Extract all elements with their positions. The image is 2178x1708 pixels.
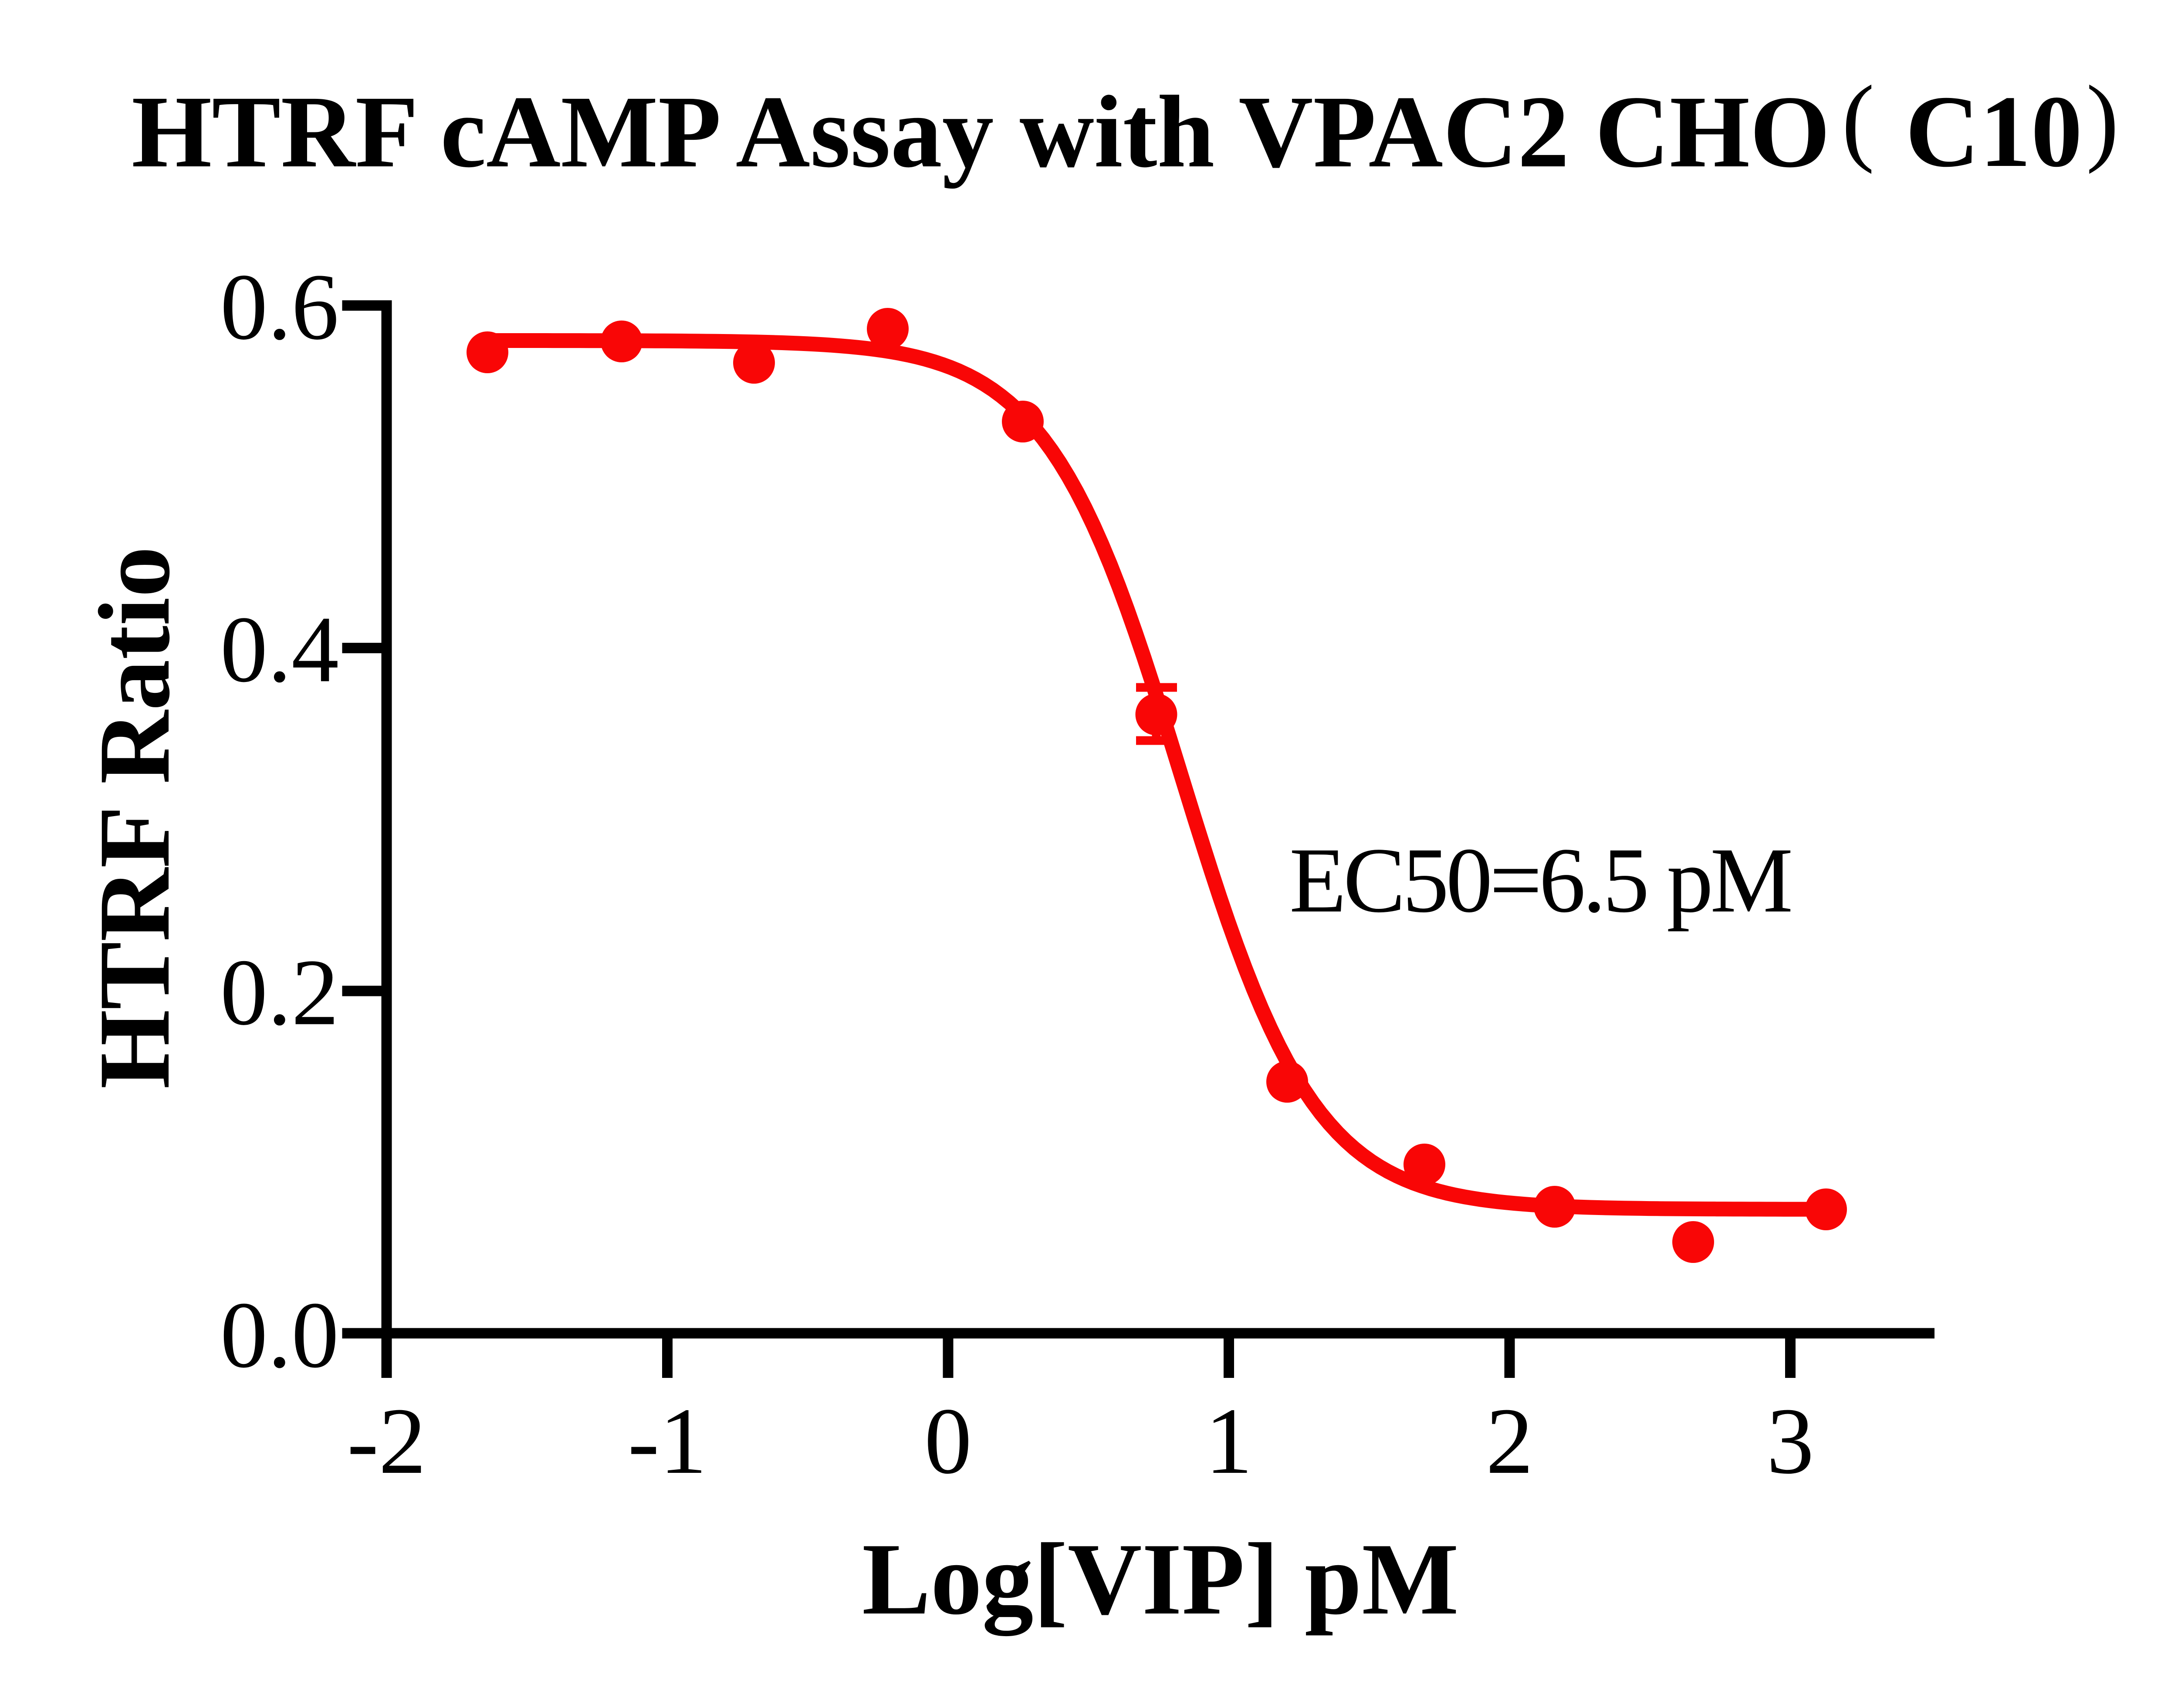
svg-text:2: 2 [1486, 1389, 1533, 1494]
svg-text:0.4: 0.4 [220, 597, 339, 702]
svg-text:3: 3 [1767, 1389, 1814, 1494]
svg-text:(: ( [1842, 65, 1874, 174]
svg-text:EC50=6.5 pM: EC50=6.5 pM [1289, 829, 1791, 932]
svg-text:HTRF cAMP Assay with VPAC2 CHO: HTRF cAMP Assay with VPAC2 CHO [132, 75, 1830, 189]
svg-text:0.2: 0.2 [220, 940, 339, 1045]
svg-text:-2: -2 [347, 1389, 426, 1494]
svg-text:0: 0 [924, 1389, 972, 1494]
svg-text:-1: -1 [628, 1389, 707, 1494]
svg-text:1: 1 [1205, 1389, 1253, 1494]
svg-text:HTRF Ratio: HTRF Ratio [78, 547, 191, 1089]
svg-text:0.6: 0.6 [220, 255, 339, 360]
svg-text:C10: C10 [1905, 75, 2082, 189]
svg-text:): ) [2086, 65, 2119, 174]
svg-text:Log[VIP] pM: Log[VIP] pM [862, 1522, 1459, 1636]
svg-text:0.0: 0.0 [220, 1283, 339, 1388]
